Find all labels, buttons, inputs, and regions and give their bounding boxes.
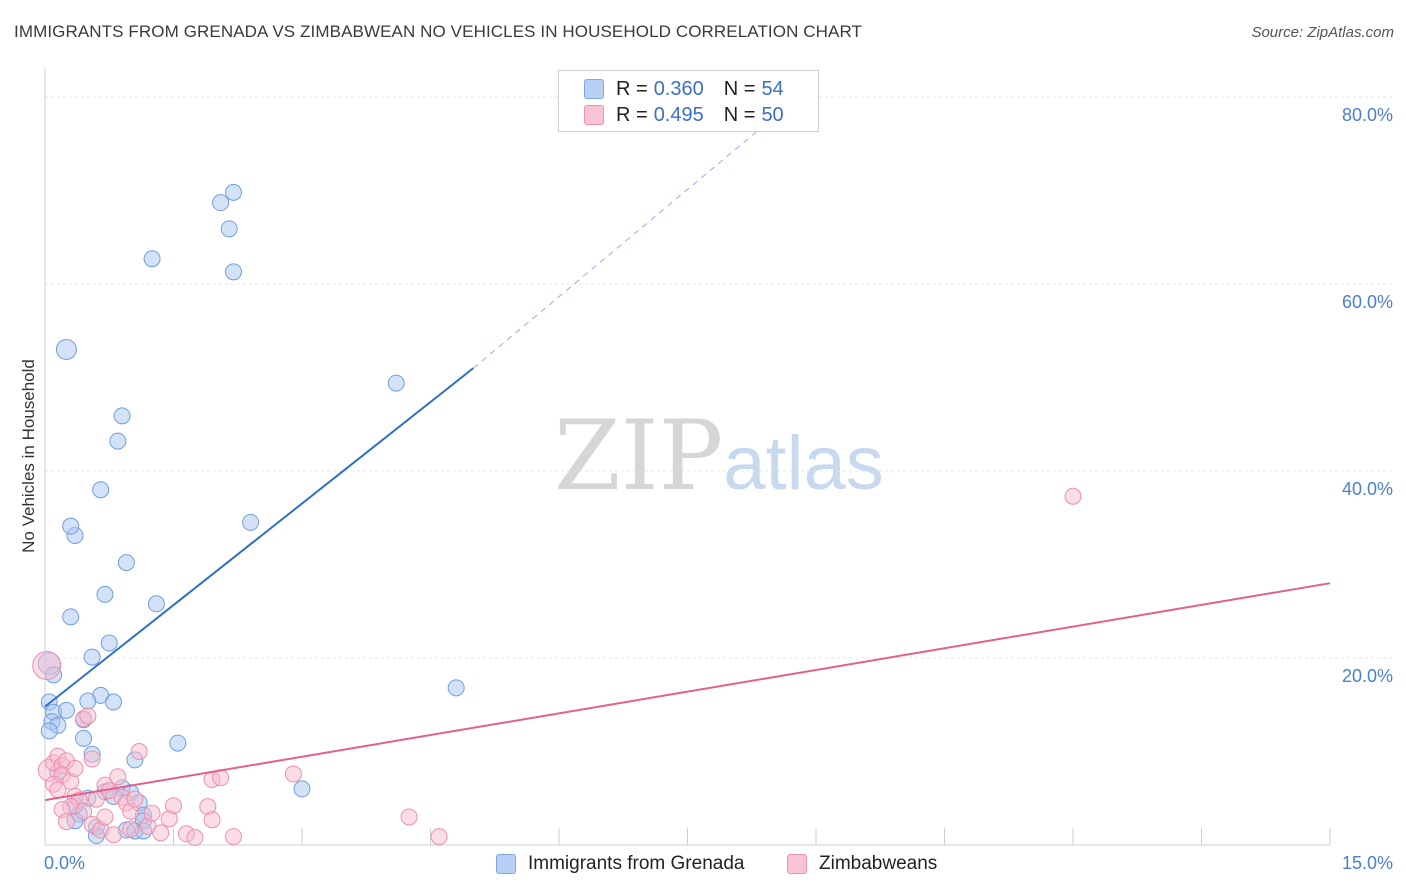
y-tick-label: 80.0% [1342, 105, 1393, 125]
zimbabwean-point [87, 790, 105, 808]
grenada-point [75, 729, 93, 747]
legend-n-label: N = [723, 77, 756, 100]
grenada-point [117, 554, 135, 572]
grenada-point [113, 407, 131, 425]
zimbabwean-point [130, 743, 148, 760]
grenada-point [242, 513, 260, 531]
legend-r-value: 0.495 [653, 103, 704, 126]
legend-r-value: 0.360 [653, 77, 704, 100]
bottom-legend-label-zimbabweans: Zimbabweans [819, 853, 938, 874]
grenada-point [387, 374, 405, 392]
grenada-point [96, 585, 114, 603]
bottom-legend-swatch-zimbabweans [787, 854, 807, 874]
x-tick-label: 0.0% [44, 853, 85, 873]
zimbabwean-point [49, 781, 67, 799]
grenada-point [169, 734, 187, 752]
legend-n-value: 54 [761, 77, 784, 100]
grenada-point [79, 692, 97, 710]
grenada-point [83, 648, 101, 666]
grenada-point [212, 194, 230, 212]
zimbabwean-point [160, 810, 178, 828]
zimbabwean-point [75, 802, 93, 820]
grenada-point [293, 780, 311, 798]
zimbabwean-point [143, 804, 161, 822]
grenada-point [143, 250, 161, 268]
zimbabwean-trend-line [44, 582, 1331, 802]
legend-n-value: 50 [761, 103, 784, 126]
bottom-legend-label-grenada: Immigrants from Grenada [528, 853, 745, 874]
watermark-zip: ZIP [554, 400, 724, 512]
zimbabwean-point [152, 824, 170, 842]
legend-n-label: N = [723, 103, 756, 126]
zimbabwean-point [96, 808, 114, 826]
y-tick-label: 40.0% [1342, 479, 1393, 499]
bottom-legend-swatch-grenada [496, 854, 516, 874]
legend-r-label: R = [616, 77, 648, 100]
grenada-trend-line [44, 367, 474, 708]
grenada-point [224, 263, 242, 281]
grenada-point [105, 693, 123, 711]
zimbabwean-point [400, 808, 418, 826]
zimbabwean-point [430, 828, 448, 846]
bottom-legend-grenada: Immigrants from Grenada [496, 852, 744, 876]
zimbabwean-point [186, 829, 204, 847]
zimbabwean-point [57, 813, 75, 831]
grenada-point [147, 595, 165, 613]
chart-title: IMMIGRANTS FROM GRENADA VS ZIMBABWEAN NO… [14, 22, 863, 41]
zimbabwean-point [66, 759, 84, 777]
zimbabwean-point [284, 765, 302, 783]
zimbabwean-point [105, 826, 123, 844]
source-label: Source: ZipAtlas.com [1251, 24, 1394, 41]
grenada-point [109, 432, 127, 450]
correlation-legend: R = 0.360 N = 54 R = 0.495 N = 50 [558, 70, 819, 132]
zimbabwean-point [83, 750, 101, 768]
zimbabwean-point [224, 828, 242, 846]
zimbabwean-point [203, 811, 221, 829]
legend-r-label: R = [616, 103, 648, 126]
grenada-point [100, 634, 118, 652]
y-tick-label: 20.0% [1342, 666, 1393, 686]
x-tick-label: 15.0% [1342, 853, 1393, 873]
grenada-point [62, 608, 80, 626]
zimbabwean-point [32, 650, 62, 680]
zimbabwean-point [1064, 487, 1082, 505]
watermark: ZIPatlas [554, 400, 884, 512]
grenada-point [447, 679, 465, 697]
grenada-point [92, 481, 110, 499]
y-axis-title: No Vehicles in Household [19, 359, 38, 553]
bottom-legend-zimbabweans: Zimbabweans [787, 852, 937, 876]
legend-row-zimbabweans: R = 0.495 N = 50 [584, 104, 784, 126]
grenada-point [40, 722, 58, 740]
grenada-point [62, 517, 80, 535]
legend-swatch-zimbabweans [584, 105, 604, 125]
grenada-point [220, 220, 238, 238]
zimbabwean-point [109, 768, 127, 786]
zimbabwean-point [126, 790, 144, 808]
y-tick-label: 60.0% [1342, 292, 1393, 312]
grenada-point [224, 183, 242, 201]
legend-swatch-grenada [584, 79, 604, 99]
grenada-trend-extension [473, 124, 765, 369]
grenada-point [55, 338, 77, 360]
grenada-point [57, 701, 75, 719]
zimbabwean-point [79, 707, 97, 725]
legend-row-grenada: R = 0.360 N = 54 [584, 78, 784, 100]
watermark-atlas: atlas [723, 421, 884, 506]
zimbabwean-point [122, 820, 140, 838]
